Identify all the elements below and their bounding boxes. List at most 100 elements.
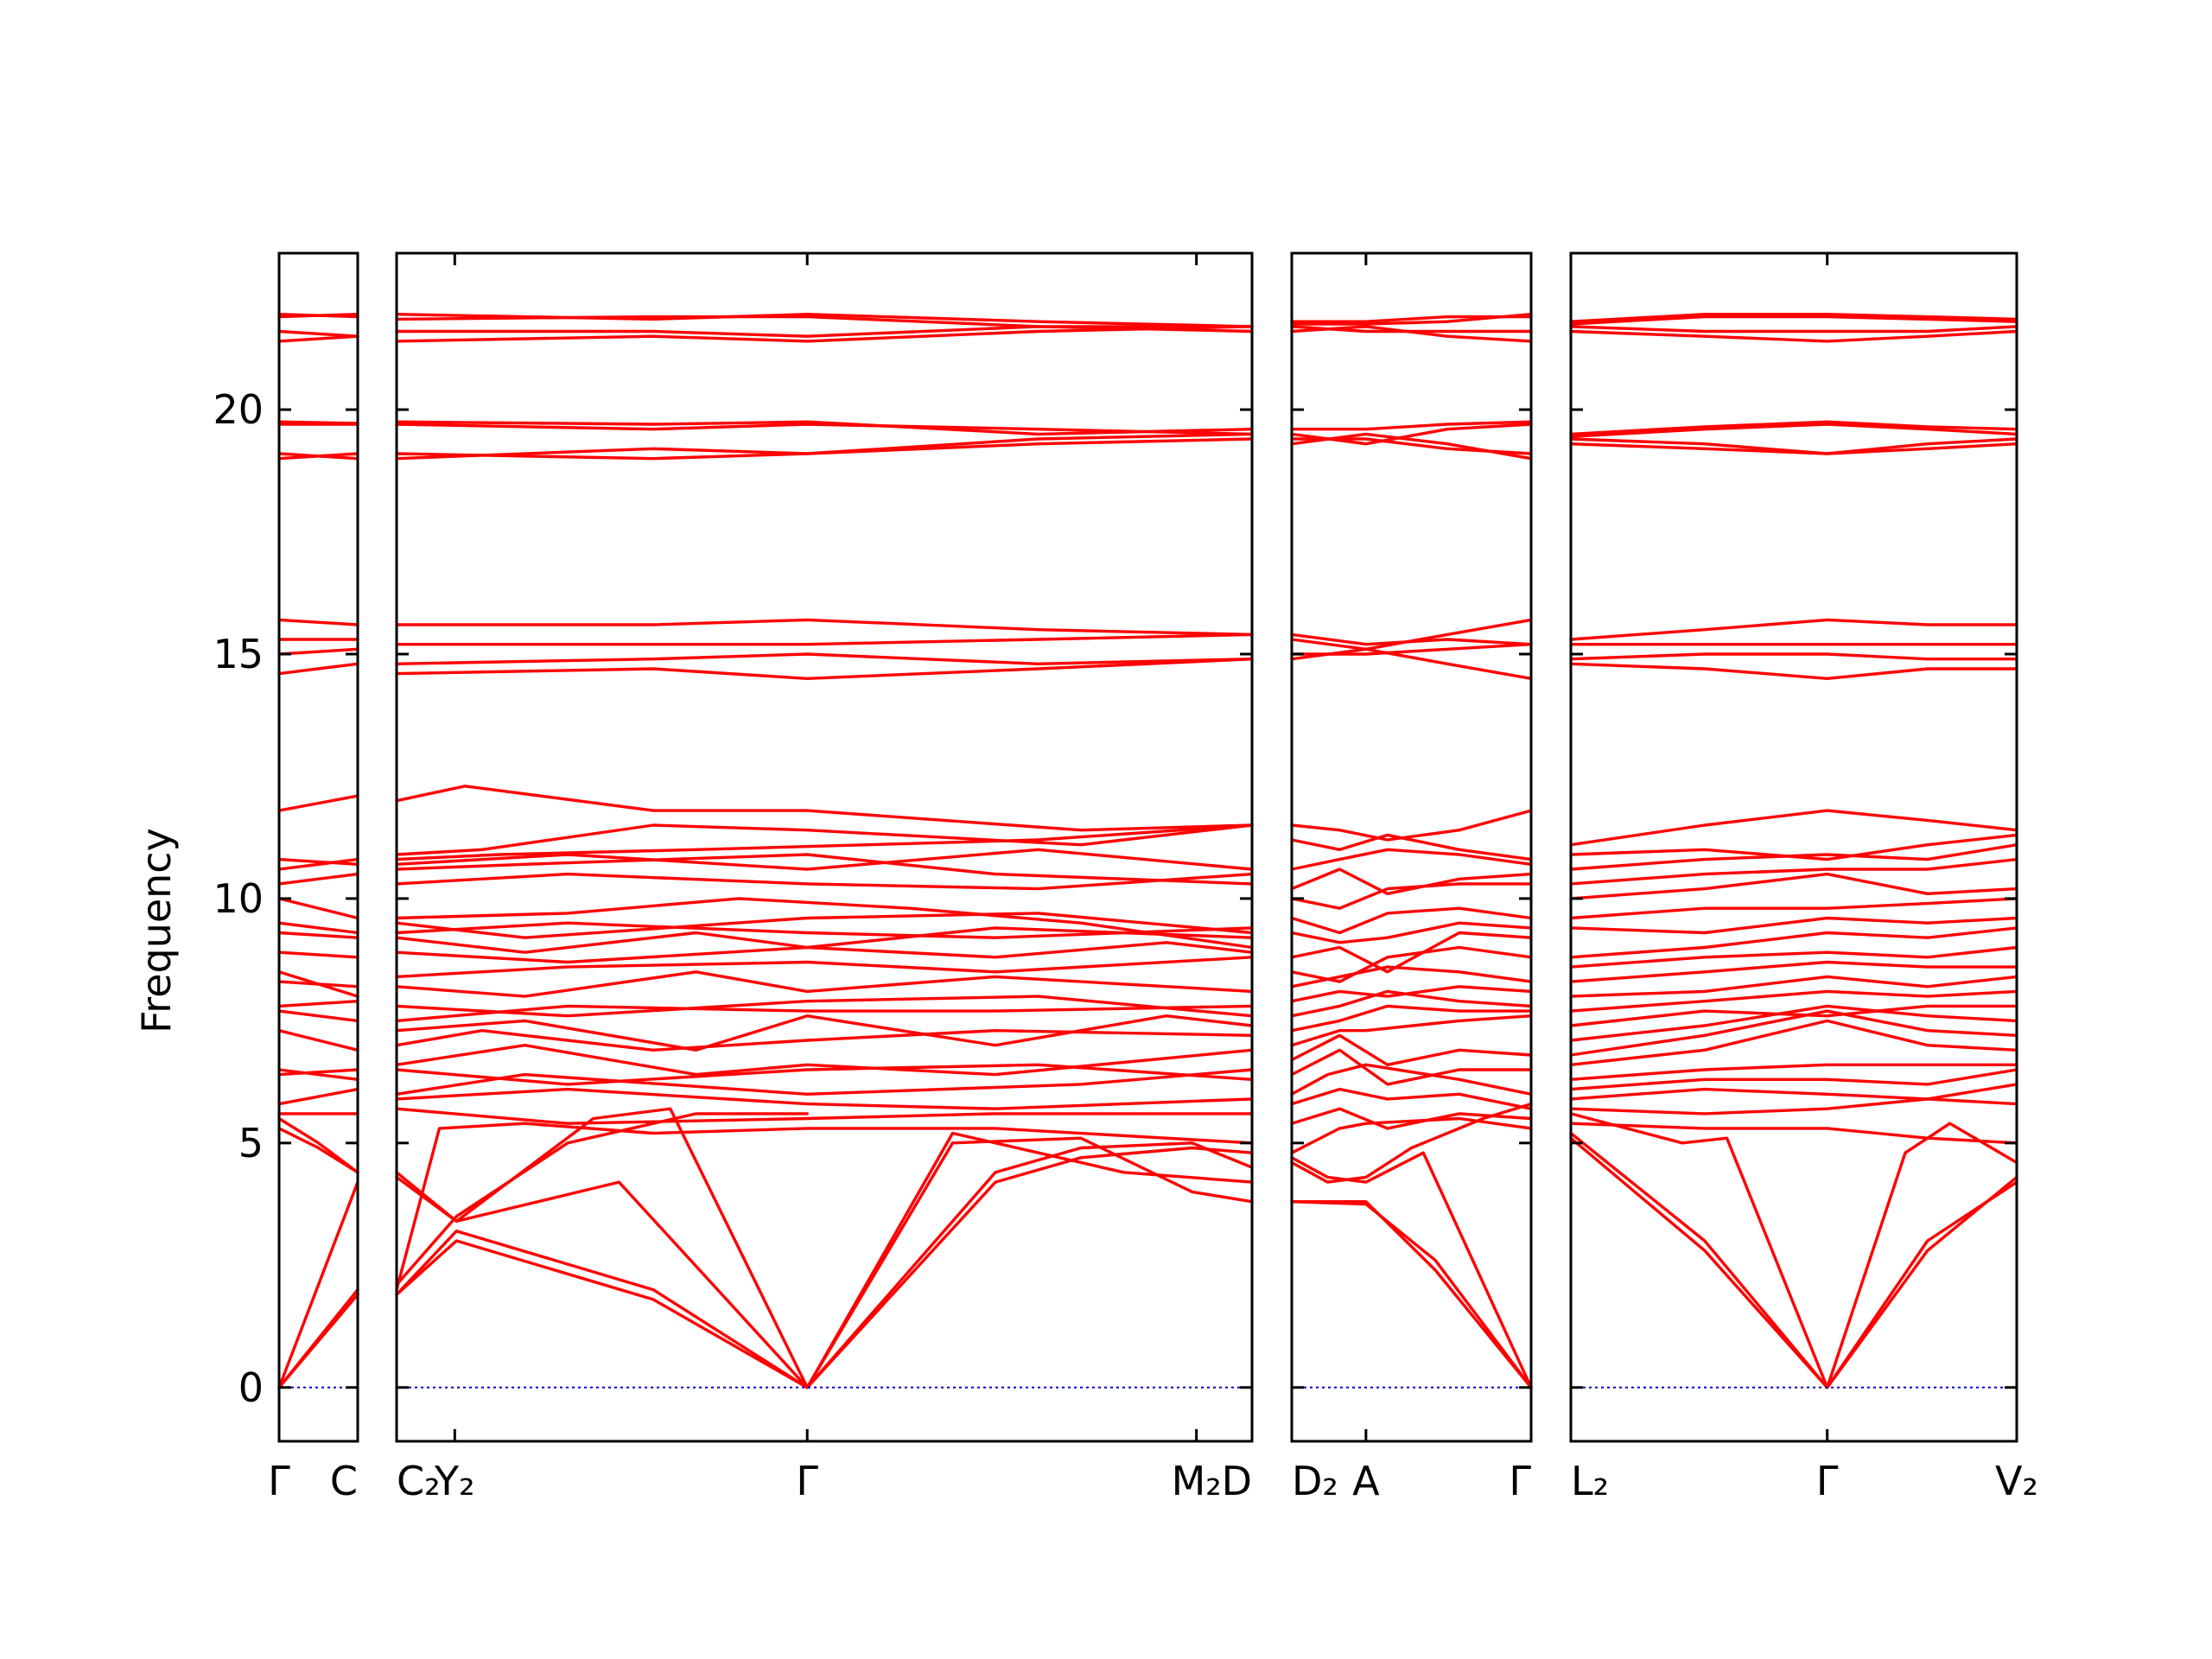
panel-frame	[277, 251, 359, 1443]
band-line	[1290, 1200, 1533, 1389]
band-line	[395, 853, 1254, 886]
band-line	[277, 1087, 359, 1106]
x-tick-label: D₂	[1292, 1458, 1338, 1504]
x-tick-label: Γ	[796, 1458, 818, 1504]
x-tick-label: D	[1222, 1458, 1252, 1504]
x-tick-label: Y₂	[434, 1458, 475, 1504]
band-line	[1569, 843, 2018, 871]
band-line	[277, 1068, 359, 1077]
band-line	[1826, 1175, 2018, 1389]
band-line	[395, 325, 1254, 343]
y-tick-labels: 0 5 10 15 20	[213, 386, 264, 1411]
band-line	[1290, 833, 1533, 861]
panel-3: D₂ A Γ	[1290, 251, 1533, 1504]
band-line	[395, 926, 1254, 954]
band-line	[395, 956, 1254, 979]
band-line	[395, 1107, 1254, 1125]
band-line	[1569, 1068, 2018, 1091]
band-line	[277, 334, 359, 343]
band-line	[395, 872, 1254, 891]
band-line	[395, 1014, 1254, 1052]
band-line	[395, 325, 1254, 338]
band-line	[395, 618, 1254, 637]
band-line	[395, 1087, 1254, 1110]
band-line	[395, 658, 1254, 680]
band-line	[395, 823, 1254, 861]
band-line	[1290, 882, 1533, 910]
panel-frame	[395, 251, 1254, 1443]
band-line	[1569, 926, 2018, 959]
band-line	[805, 1131, 1254, 1389]
band-line	[1290, 325, 1533, 334]
band-line	[1569, 437, 2018, 455]
band-line	[1569, 1063, 2018, 1081]
band-line	[1569, 662, 2018, 680]
band-line	[277, 452, 359, 461]
band-line	[395, 785, 1254, 832]
band-line	[1569, 857, 2018, 886]
band-line	[277, 921, 359, 935]
band-line	[277, 857, 359, 871]
y-axis-label: Frequency	[133, 828, 180, 1033]
band-line	[1290, 643, 1533, 656]
band-line	[395, 921, 1254, 939]
band-line	[1569, 1083, 2018, 1101]
band-line	[1290, 423, 1533, 446]
x-tick-label: M₂	[1172, 1458, 1222, 1504]
band-line	[395, 432, 1254, 461]
band-line	[1569, 1136, 1829, 1389]
x-tick-label: V₂	[1995, 1458, 2038, 1504]
band-line	[1569, 960, 2018, 983]
band-line	[395, 848, 1254, 871]
band-line	[1569, 329, 2018, 343]
band-line	[1290, 313, 1533, 326]
band-line	[1290, 848, 1533, 871]
y-tick-label: 20	[213, 386, 264, 433]
band-line	[1569, 423, 2018, 438]
band-line	[1569, 1131, 1829, 1389]
band-line	[1569, 1004, 2018, 1027]
band-line	[1569, 325, 2018, 334]
band-line	[277, 618, 359, 626]
band-line	[1569, 833, 2018, 861]
band-line	[1290, 1116, 1533, 1154]
band-line	[277, 313, 359, 319]
band-line	[277, 662, 359, 676]
y-tick-label: 0	[238, 1364, 264, 1411]
x-tick-label: A	[1352, 1458, 1380, 1504]
band-line	[395, 897, 1254, 950]
band-line	[277, 931, 359, 939]
y-tick-label: 10	[213, 875, 264, 922]
band-line	[395, 1122, 1254, 1292]
band-line	[395, 652, 1254, 665]
band-line	[1569, 916, 2018, 935]
band-line	[1569, 1004, 2018, 1042]
band-line	[1290, 1151, 1533, 1389]
x-tick-label: C	[330, 1458, 358, 1504]
band-line	[1569, 989, 2018, 1013]
band-line	[1569, 1009, 2018, 1057]
band-line	[395, 1063, 1254, 1086]
band-line	[1569, 809, 2018, 847]
band-line	[395, 632, 1254, 646]
band-line	[1290, 921, 1533, 944]
band-line	[277, 1029, 359, 1052]
x-tick-label: Γ	[268, 1458, 290, 1504]
band-line	[395, 1029, 1254, 1052]
band-line	[395, 1004, 1254, 1023]
band-line	[1290, 1087, 1533, 1110]
band-line	[395, 1068, 1254, 1096]
band-line	[1290, 809, 1533, 842]
x-tick-label: Γ	[1816, 1458, 1839, 1504]
band-line	[395, 1239, 809, 1389]
band-line	[395, 970, 1254, 998]
band-line	[277, 1180, 359, 1389]
band-line	[395, 912, 1254, 939]
band-line	[1569, 945, 2018, 969]
band-line	[1290, 931, 1533, 974]
band-line	[395, 313, 1254, 328]
panel-frame	[1290, 251, 1533, 1443]
band-line	[395, 1175, 809, 1389]
